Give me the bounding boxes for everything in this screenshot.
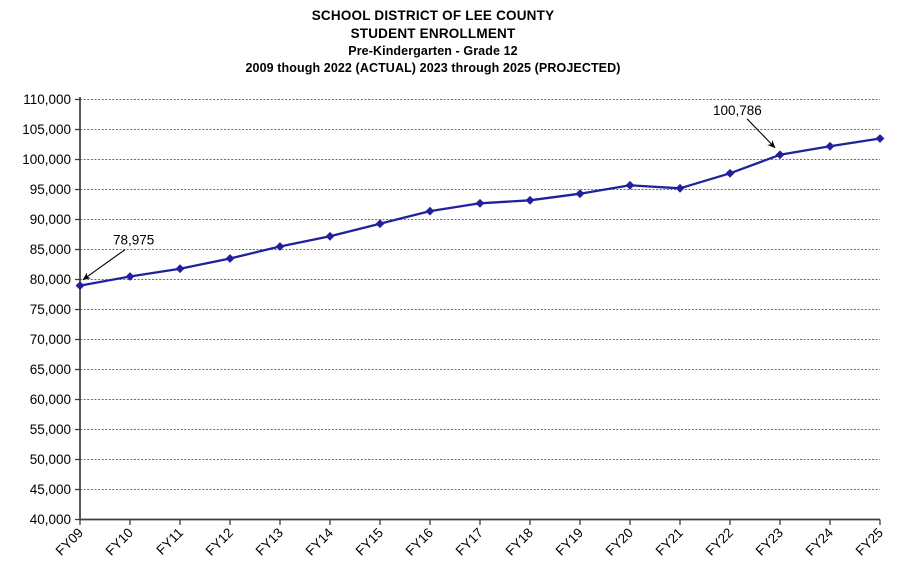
data-point-marker: [125, 272, 135, 281]
x-axis: FY09 FY10 FY11 FY12 FY13 FY14 FY15 FY16 FY17 FY18…: [53, 518, 886, 559]
x-axis-label: FY23: [753, 525, 786, 558]
x-axis-label: FY17: [453, 525, 486, 558]
chart-title-line-2: STUDENT ENROLLMENT: [350, 26, 516, 41]
annotation-arrow: [746, 118, 776, 149]
x-axis-label: FY14: [303, 525, 337, 559]
data-point-marker: [325, 231, 335, 241]
data-point-marker: [675, 183, 685, 193]
y-axis-label: 55,000: [30, 422, 71, 437]
x-axis-label: FY09: [53, 525, 86, 558]
chart-subtitle-line-2: 2009 though 2022 (ACTUAL) 2023 through 2…: [245, 61, 621, 75]
data-point-marker: [375, 219, 385, 229]
annotation-78975: 78,975: [82, 233, 154, 281]
y-axis-label: 90,000: [30, 212, 71, 227]
x-axis-label: FY24: [803, 525, 837, 559]
y-axis-label: 95,000: [30, 182, 71, 197]
data-point-marker: [825, 141, 835, 151]
annotation-label: 100,786: [713, 103, 762, 118]
data-point-marker: [875, 134, 885, 143]
x-axis-label: FY22: [703, 525, 736, 558]
chart-title-line-1: SCHOOL DISTRICT OF LEE COUNTY: [311, 8, 555, 23]
x-axis-label: FY12: [203, 525, 236, 558]
y-gridlines: [80, 99, 880, 490]
data-point-markers: [75, 134, 885, 291]
enrollment-series-line: [78, 137, 882, 287]
annotation-arrow: [82, 249, 126, 281]
x-axis-label: FY18: [503, 525, 536, 558]
chart-subtitle-line-1: Pre-Kindergarten - Grade 12: [348, 44, 518, 58]
chart-title-block: SCHOOL DISTRICT OF LEE COUNTY STUDENT EN…: [0, 7, 866, 77]
data-point-marker: [775, 150, 785, 160]
data-point-marker: [225, 254, 235, 263]
data-point-marker: [175, 264, 185, 274]
data-point-marker: [425, 206, 435, 216]
y-axis-label: 110,000: [23, 92, 71, 107]
y-axis-label: 80,000: [30, 272, 71, 287]
data-point-marker: [575, 189, 585, 199]
x-axis-label: FY25: [853, 525, 886, 558]
annotation-100786: 100,786: [713, 103, 776, 149]
y-axis-label: 60,000: [30, 392, 71, 407]
y-axis-label: 100,000: [22, 152, 71, 167]
y-axis-label: 45,000: [30, 482, 71, 497]
y-axis: 40,000 45,000 50,000 55,000 60,000 65,000 70,0…: [22, 92, 81, 527]
x-axis-label: FY20: [603, 525, 636, 558]
y-axis-label: 70,000: [30, 332, 71, 347]
y-axis-label: 65,000: [30, 362, 71, 377]
x-axis-label: FY21: [653, 525, 686, 558]
y-axis-label: 75,000: [30, 302, 71, 317]
y-axis-label: 50,000: [30, 452, 71, 467]
x-axis-label: FY11: [153, 525, 186, 558]
y-axis-label: 85,000: [30, 242, 71, 257]
data-point-marker: [475, 198, 485, 208]
data-point-marker: [525, 195, 535, 205]
y-axis-label: 105,000: [22, 122, 71, 137]
data-point-marker: [75, 281, 85, 291]
x-axis-label: FY16: [403, 525, 436, 558]
data-point-marker: [275, 242, 285, 251]
x-axis-label: FY15: [353, 525, 386, 558]
x-axis-label: FY19: [553, 525, 586, 558]
x-axis-label: FY13: [253, 525, 286, 558]
annotation-label: 78,975: [113, 233, 154, 248]
data-point-marker: [725, 168, 735, 178]
x-axis-label: FY10: [103, 525, 136, 558]
data-point-marker: [625, 180, 635, 190]
y-axis-label: 40,000: [30, 512, 71, 527]
